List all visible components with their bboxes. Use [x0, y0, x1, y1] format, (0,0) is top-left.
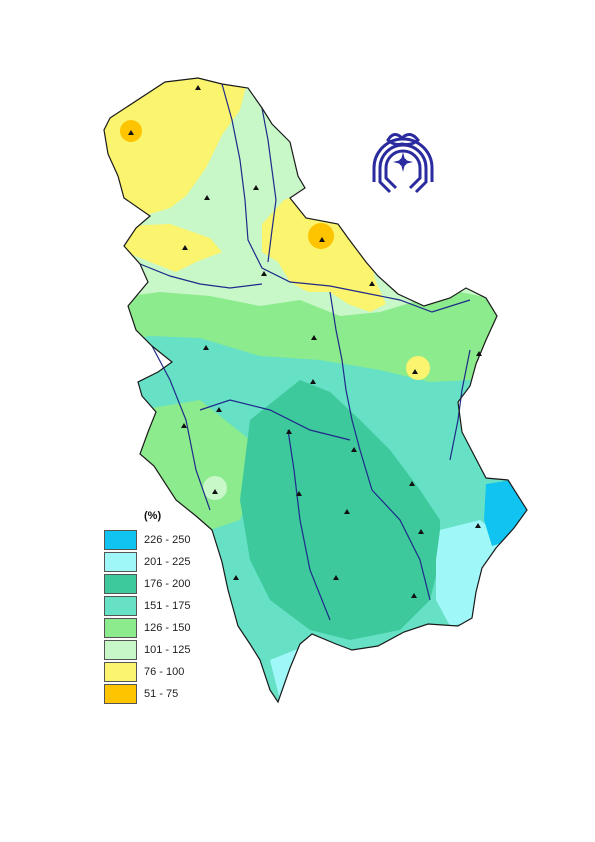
- station-marker-icon: [310, 379, 316, 384]
- legend-label: 201 - 225: [144, 556, 191, 568]
- station-marker-icon: [286, 429, 292, 434]
- legend-label: 101 - 125: [144, 644, 191, 656]
- legend-item: 201 - 225: [104, 552, 224, 573]
- legend-label: 226 - 250: [144, 534, 191, 546]
- station-marker-icon: [333, 575, 339, 580]
- station-marker-icon: [216, 407, 222, 412]
- station-marker-icon: [369, 281, 375, 286]
- legend-label: 176 - 200: [144, 578, 191, 590]
- legend-swatch: [104, 684, 137, 704]
- station-marker-icon: [476, 351, 482, 356]
- legend-swatch: [104, 662, 137, 682]
- river-tisa: [261, 107, 277, 263]
- legend-item: 51 - 75: [104, 684, 224, 705]
- station-marker-icon: [296, 491, 302, 496]
- legend-item: 126 - 150: [104, 618, 224, 639]
- station-marker-icon: [319, 237, 325, 242]
- station-marker-icon: [233, 575, 239, 580]
- station-marker-icon: [182, 245, 188, 250]
- station-marker-icon: [181, 423, 187, 428]
- legend-label: 126 - 150: [144, 622, 191, 634]
- station-marker-icon: [409, 481, 415, 486]
- river-drina: [151, 345, 211, 511]
- river-juzna-morava: [371, 489, 431, 601]
- weather-stations: [128, 85, 482, 598]
- legend-swatch: [104, 552, 137, 572]
- legend-swatch: [104, 530, 137, 550]
- station-marker-icon: [411, 593, 417, 598]
- legend-item: 76 - 100: [104, 662, 224, 683]
- institution-emblem-icon: [368, 128, 438, 202]
- station-marker-icon: [344, 509, 350, 514]
- station-marker-icon: [418, 529, 424, 534]
- legend-item: 226 - 250: [104, 530, 224, 551]
- river-morava: [329, 291, 373, 491]
- legend-title: (%): [144, 510, 162, 522]
- station-marker-icon: [351, 447, 357, 452]
- legend-label: 151 - 175: [144, 600, 191, 612]
- legend-item: 176 - 200: [104, 574, 224, 595]
- legend-label: 76 - 100: [144, 666, 185, 678]
- station-marker-icon: [203, 345, 209, 350]
- station-marker-icon: [253, 185, 259, 190]
- legend-swatch: [104, 618, 137, 638]
- station-marker-icon: [204, 195, 210, 200]
- zone-76-100-spot: [406, 356, 430, 380]
- station-marker-icon: [261, 271, 267, 276]
- station-marker-icon: [475, 523, 481, 528]
- river-danube: [221, 83, 471, 313]
- station-marker-icon: [128, 130, 134, 135]
- river-timok: [449, 349, 471, 461]
- river-sava: [139, 263, 263, 289]
- zone-76-100-west-strip: [120, 224, 222, 272]
- station-marker-icon: [311, 335, 317, 340]
- legend-swatch: [104, 574, 137, 594]
- zone-51-75-centre: [308, 223, 334, 249]
- station-marker-icon: [412, 369, 418, 374]
- legend-item: 151 - 175: [104, 596, 224, 617]
- rivers: [139, 83, 471, 621]
- legend-label: 51 - 75: [144, 688, 179, 700]
- legend-swatch: [104, 596, 137, 616]
- station-marker-icon: [212, 489, 218, 494]
- river-ibar: [287, 429, 331, 621]
- river-zapadna-morava: [199, 399, 351, 441]
- zone-101-125-spot: [203, 476, 227, 500]
- station-marker-icon: [195, 85, 201, 90]
- legend-swatch: [104, 640, 137, 660]
- legend-item: 101 - 125: [104, 640, 224, 661]
- zone-76-100-north: [104, 78, 250, 220]
